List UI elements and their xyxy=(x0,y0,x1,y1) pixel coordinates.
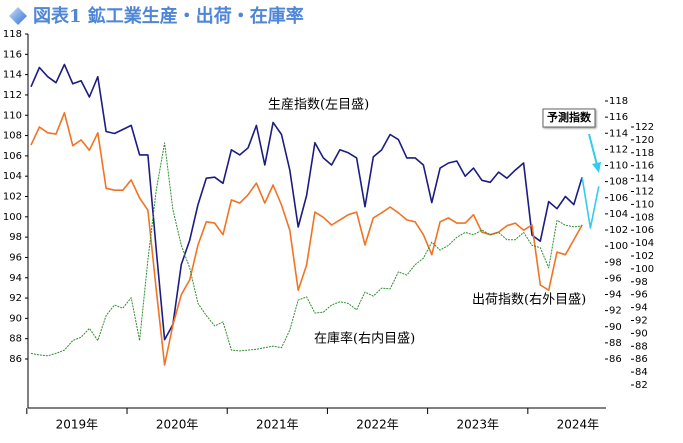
annotation-arrow xyxy=(588,133,598,166)
series-line xyxy=(30,112,583,366)
y-tick-label: 110 xyxy=(3,110,22,121)
y2-tick-label: 110 xyxy=(635,199,654,210)
y3-tick-label: 86 xyxy=(609,354,622,365)
title-icon xyxy=(9,7,27,25)
y2-tick-label: 92 xyxy=(635,316,648,327)
y3-tick-label: 118 xyxy=(609,96,628,107)
y3-tick-label: 114 xyxy=(609,128,628,139)
annotation: 在庫率(右内目盛) xyxy=(314,331,415,347)
y2-tick-label: 102 xyxy=(635,251,654,262)
y3-tick-label: 96 xyxy=(609,273,622,284)
y-tick-label: 94 xyxy=(9,273,22,284)
y-tick-label: 102 xyxy=(3,192,22,203)
chart-title: 図表1 鉱工業生産・出荷・在庫率 xyxy=(33,5,304,27)
series-line xyxy=(30,63,583,341)
y-tick-label: 98 xyxy=(9,232,22,243)
y-tick-label: 96 xyxy=(9,252,22,263)
y3-tick-label: 106 xyxy=(609,193,628,204)
y2-tick-label: 88 xyxy=(635,341,648,352)
y2-tick-label: 100 xyxy=(635,264,654,275)
y-tick-label: 100 xyxy=(3,212,22,223)
y-tick-label: 104 xyxy=(3,171,22,182)
series-line xyxy=(30,142,583,357)
y2-tick-label: 84 xyxy=(635,367,648,378)
y2-tick-label: 96 xyxy=(635,290,648,301)
y2-tick-label: 122 xyxy=(635,122,654,133)
y-tick-label: 114 xyxy=(3,70,22,81)
y3-tick-label: 104 xyxy=(609,209,628,220)
y2-tick-label: 94 xyxy=(635,303,648,314)
annotation: 生産指数(左目盛) xyxy=(268,97,369,113)
y2-tick-label: 112 xyxy=(635,187,654,198)
y2-tick-label: 90 xyxy=(635,328,648,339)
y2-tick-label: 108 xyxy=(635,212,654,223)
y3-tick-label: 98 xyxy=(609,257,622,268)
y-tick-label: 108 xyxy=(3,131,22,142)
annotation-arrowhead xyxy=(592,162,601,173)
y2-tick-label: 106 xyxy=(635,225,654,236)
x-tick-label: 2019年 xyxy=(56,418,99,432)
y-tick-label: 118 xyxy=(3,29,22,40)
y-tick-label: 112 xyxy=(3,90,22,101)
y2-tick-label: 98 xyxy=(635,277,648,288)
y2-tick-label: 114 xyxy=(635,174,654,185)
y2-tick-label: 118 xyxy=(635,148,654,159)
y-tick-label: 116 xyxy=(3,49,22,60)
x-tick-label: 2022年 xyxy=(356,418,399,432)
y3-tick-label: 108 xyxy=(609,177,628,188)
y3-tick-label: 92 xyxy=(609,306,622,317)
y-tick-label: 92 xyxy=(9,293,22,304)
y2-tick-label: 104 xyxy=(635,238,654,249)
y3-tick-label: 112 xyxy=(609,144,628,155)
y3-tick-label: 116 xyxy=(609,112,628,123)
x-tick-label: 2021年 xyxy=(256,418,299,432)
x-tick-label: 2023年 xyxy=(456,418,499,432)
y3-tick-label: 100 xyxy=(609,241,628,252)
y-tick-label: 90 xyxy=(9,313,22,324)
annotation-box xyxy=(542,108,596,128)
y3-tick-label: 102 xyxy=(609,225,628,236)
x-tick-label: 2024年 xyxy=(557,418,600,432)
annotation: 出荷指数(右外目盛) xyxy=(472,293,586,308)
y3-tick-label: 90 xyxy=(609,322,622,333)
y-tick-label: 88 xyxy=(9,334,22,345)
y3-tick-label: 94 xyxy=(609,290,622,301)
annotation: 予測指数 xyxy=(547,110,592,124)
y2-tick-label: 116 xyxy=(635,161,654,172)
y-tick-label: 106 xyxy=(3,151,22,162)
series-line xyxy=(581,177,600,229)
y3-tick-label: 88 xyxy=(609,338,622,349)
y-tick-label: 86 xyxy=(9,354,22,365)
y3-tick-label: 110 xyxy=(609,161,628,172)
x-tick-label: 2020年 xyxy=(156,418,199,432)
y2-tick-label: 120 xyxy=(635,135,654,146)
y2-tick-label: 86 xyxy=(635,354,648,365)
y2-tick-label: 82 xyxy=(635,380,648,391)
